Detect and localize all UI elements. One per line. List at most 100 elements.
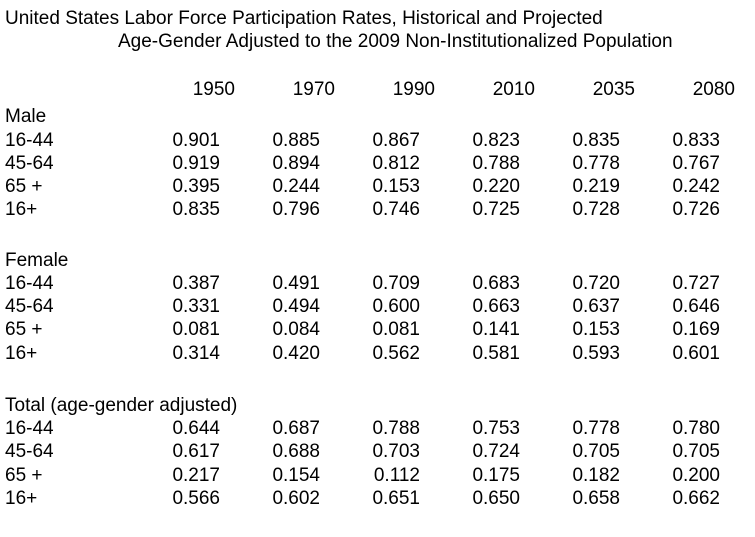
cell-value: 0.200 [672, 464, 720, 486]
cell-value: 0.600 [372, 296, 420, 317]
cell-value: 0.602 [272, 487, 320, 509]
year-header: 1990 [392, 79, 435, 100]
cell-value: 0.219 [572, 176, 620, 197]
cell-value: 0.182 [572, 464, 620, 486]
page-subtitle: Age-Gender Adjusted to the 2009 Non-Inst… [118, 31, 673, 52]
row-label: 45-64 [5, 441, 54, 463]
cell-value: 0.491 [272, 272, 320, 294]
section-gap [0, 365, 735, 394]
cell-value: 0.141 [472, 319, 520, 341]
row-label: 16-44 [5, 418, 54, 439]
table-row: 16+ 0.314 0.420 0.562 0.581 0.593 0.601 [0, 342, 735, 365]
cell-value: 0.112 [373, 464, 420, 486]
row-label: 65 + [5, 464, 43, 486]
cell-value: 0.705 [572, 441, 620, 463]
cell-value: 0.617 [172, 441, 220, 463]
cell-value: 0.646 [672, 296, 720, 317]
cell-value: 0.726 [672, 199, 720, 221]
cell-value: 0.683 [472, 272, 520, 294]
cell-value: 0.658 [572, 487, 620, 509]
cell-value: 0.153 [572, 319, 620, 341]
section-header-female: Female [0, 249, 735, 272]
table-row: 45-64 0.331 0.494 0.600 0.663 0.637 0.64… [0, 295, 735, 318]
cell-value: 0.724 [472, 441, 520, 463]
cell-value: 0.562 [372, 342, 420, 364]
section-label: Male [5, 106, 47, 128]
cell-value: 0.650 [472, 487, 520, 509]
cell-value: 0.581 [472, 342, 520, 364]
section-header-male: Male [0, 105, 735, 128]
row-label: 16+ [5, 342, 38, 364]
section-gap [0, 222, 735, 249]
cell-value: 0.725 [472, 199, 520, 221]
cell-value: 0.767 [672, 152, 720, 174]
corner-cell [0, 78, 135, 105]
row-label: 65 + [5, 319, 43, 341]
cell-value: 0.637 [572, 296, 620, 317]
cell-value: 0.812 [372, 152, 420, 174]
cell-value: 0.833 [672, 129, 720, 151]
cell-value: 0.835 [172, 199, 220, 221]
table-row: 45-64 0.919 0.894 0.812 0.788 0.778 0.76… [0, 152, 735, 175]
section-label: Female [5, 249, 69, 271]
table-row: 65 + 0.217 0.154 0.112 0.175 0.182 0.200 [0, 464, 735, 487]
row-label: 65 + [5, 176, 43, 197]
row-label: 16-44 [5, 129, 54, 151]
cell-value: 0.084 [272, 319, 320, 341]
section-label: Total (age-gender adjusted) [5, 394, 238, 416]
row-label: 16+ [5, 487, 38, 509]
table-row: 16+ 0.566 0.602 0.651 0.650 0.658 0.662 [0, 487, 735, 510]
cell-value: 0.153 [372, 176, 420, 197]
cell-value: 0.778 [572, 152, 620, 174]
cell-value: 0.709 [372, 272, 420, 294]
cell-value: 0.705 [672, 441, 720, 463]
cell-value: 0.387 [172, 272, 220, 294]
cell-value: 0.780 [672, 418, 720, 439]
cell-value: 0.703 [372, 441, 420, 463]
row-label: 45-64 [5, 152, 54, 174]
year-header: 2010 [492, 79, 535, 100]
row-label: 16+ [5, 199, 38, 221]
table-row: 16+ 0.835 0.796 0.746 0.725 0.728 0.726 [0, 198, 735, 221]
participation-rates-table: 1950 1970 1990 2010 2035 2080 Male 16-44… [0, 78, 735, 510]
row-label: 45-64 [5, 296, 54, 317]
cell-value: 0.217 [172, 464, 220, 486]
table-row: 16-44 0.387 0.491 0.709 0.683 0.720 0.72… [0, 272, 735, 295]
cell-value: 0.885 [272, 129, 320, 151]
cell-value: 0.728 [572, 199, 620, 221]
cell-value: 0.395 [172, 176, 220, 197]
cell-value: 0.242 [672, 176, 720, 197]
document-page: United States Labor Force Participation … [0, 7, 755, 510]
cell-value: 0.494 [272, 296, 320, 317]
cell-value: 0.566 [172, 487, 220, 509]
cell-value: 0.662 [672, 487, 720, 509]
cell-value: 0.601 [672, 342, 720, 364]
cell-value: 0.175 [472, 464, 520, 486]
table-row: 65 + 0.395 0.244 0.153 0.220 0.219 0.242 [0, 175, 735, 198]
cell-value: 0.788 [472, 152, 520, 174]
cell-value: 0.244 [272, 176, 320, 197]
year-header: 1970 [292, 79, 335, 100]
year-header-row: 1950 1970 1990 2010 2035 2080 [0, 78, 735, 105]
cell-value: 0.901 [172, 129, 220, 151]
cell-value: 0.919 [172, 152, 220, 174]
cell-value: 0.727 [672, 272, 720, 294]
table-row: 65 + 0.081 0.084 0.081 0.141 0.153 0.169 [0, 318, 735, 341]
cell-value: 0.169 [672, 319, 720, 341]
cell-value: 0.644 [172, 418, 220, 439]
cell-value: 0.663 [472, 296, 520, 317]
cell-value: 0.788 [372, 418, 420, 439]
cell-value: 0.894 [272, 152, 320, 174]
cell-value: 0.420 [272, 342, 320, 364]
row-label: 16-44 [5, 272, 54, 294]
cell-value: 0.331 [172, 296, 220, 317]
cell-value: 0.314 [172, 342, 220, 364]
cell-value: 0.688 [272, 441, 320, 463]
cell-value: 0.835 [572, 129, 620, 151]
cell-value: 0.081 [172, 319, 220, 341]
page-title: United States Labor Force Participation … [5, 8, 603, 29]
year-header: 1950 [192, 79, 235, 100]
cell-value: 0.081 [372, 319, 420, 341]
table-row: 45-64 0.617 0.688 0.703 0.724 0.705 0.70… [0, 440, 735, 463]
table-row: 16-44 0.644 0.687 0.788 0.753 0.778 0.78… [0, 417, 735, 440]
